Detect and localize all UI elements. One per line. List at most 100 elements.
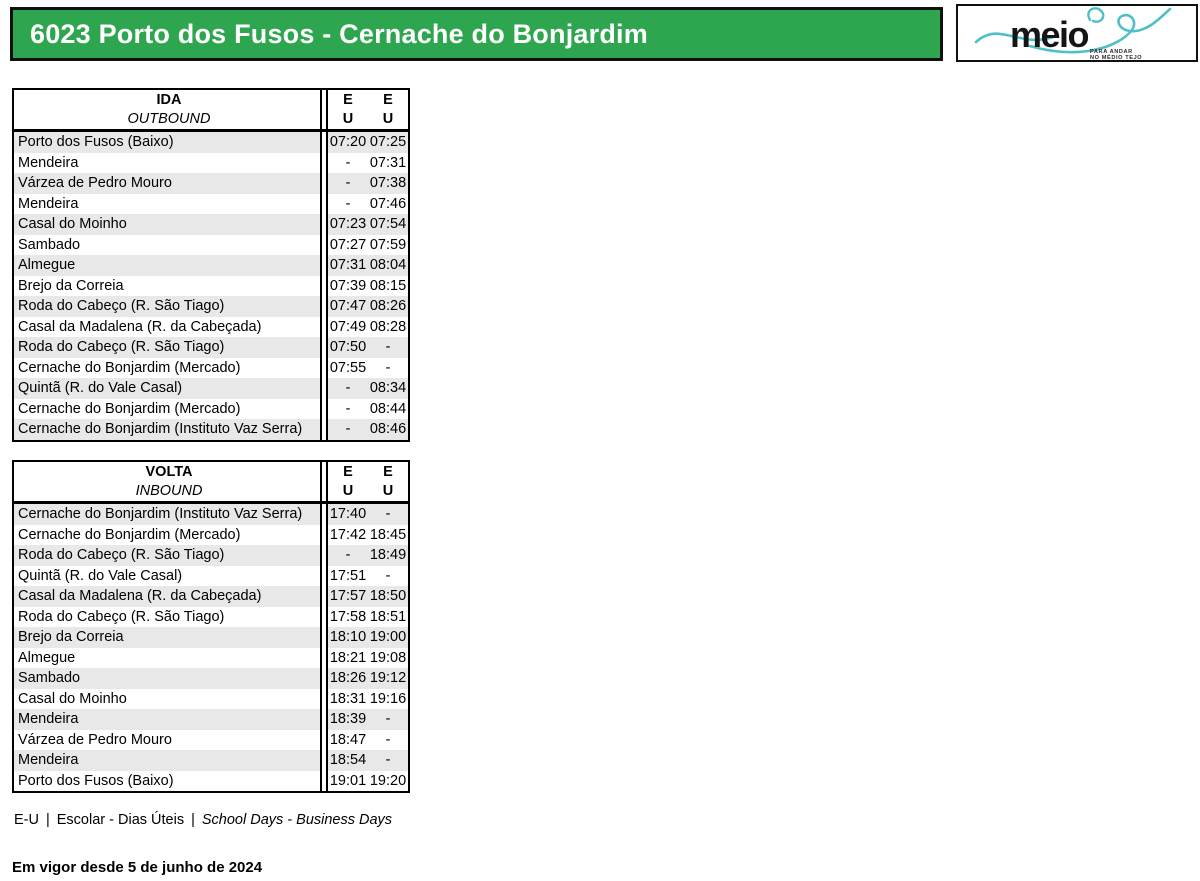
service-code: U xyxy=(342,110,354,127)
column-gap xyxy=(322,132,328,153)
time-cell: 07:25 xyxy=(368,132,408,153)
stop-name: Sambado xyxy=(14,234,322,255)
route-title-bar: 6023 Porto dos Fusos - Cernache do Bonja… xyxy=(10,7,943,61)
ida-table-header: IDA OUTBOUND xyxy=(14,90,322,132)
stop-name: Casal do Moinho xyxy=(14,214,322,235)
time-cell: 17:40 xyxy=(328,504,368,525)
route-title: 6023 Porto dos Fusos - Cernache do Bonja… xyxy=(30,18,648,49)
legend-separator: | xyxy=(45,812,50,828)
column-gap xyxy=(322,193,328,214)
service-code: E xyxy=(343,91,353,108)
time-cell: - xyxy=(368,750,408,771)
direction-label-pt: VOLTA xyxy=(145,463,193,480)
time-cell: 08:28 xyxy=(369,318,407,335)
time-cell: 08:15 xyxy=(369,277,407,294)
stop-name: Cernache do Bonjardim (Mercado) xyxy=(14,398,322,419)
time-cell: - xyxy=(328,378,368,399)
time-cell: 07:38 xyxy=(368,173,408,194)
time-cell: 08:46 xyxy=(368,419,408,440)
column-gap xyxy=(322,234,328,255)
column-gap xyxy=(322,770,328,791)
logo-tagline-line1: PARA ANDAR xyxy=(1090,49,1133,55)
stop-name: Roda do Cabeço (R. São Tiago) xyxy=(14,296,322,317)
legend: E-U | Escolar - Dias Úteis | School Days - B… xyxy=(14,812,392,828)
time-cell: 07:31 xyxy=(369,154,407,171)
time-cell: 18:54 xyxy=(328,750,368,771)
time-cell: 18:49 xyxy=(368,545,408,566)
time-cell: 18:31 xyxy=(329,690,367,707)
column-gap xyxy=(322,524,328,545)
time-cell: 07:47 xyxy=(328,296,368,317)
column-gap xyxy=(322,709,328,730)
stop-name: Porto dos Fusos (Baixo) xyxy=(14,132,322,153)
time-cell: 08:26 xyxy=(368,296,408,317)
column-gap xyxy=(322,545,328,566)
time-cell: 07:20 xyxy=(328,132,368,153)
volta-table: VOLTA INBOUND E U E U Cernache do Bonjar… xyxy=(12,460,410,793)
time-cell: 17:58 xyxy=(329,608,367,625)
time-cell: 18:39 xyxy=(328,709,368,730)
stop-name: Mendeira xyxy=(14,152,322,173)
stop-name: Casal da Madalena (R. da Cabeçada) xyxy=(14,586,322,607)
time-cell: 19:01 xyxy=(329,772,367,789)
stop-name: Roda do Cabeço (R. São Tiago) xyxy=(14,337,322,358)
service-code: E xyxy=(343,463,353,480)
column-gap xyxy=(322,337,328,358)
time-cell: 18:50 xyxy=(368,586,408,607)
time-cell: 07:55 xyxy=(329,359,367,376)
column-gap xyxy=(322,606,328,627)
service-code-column-1: E U xyxy=(328,90,368,132)
direction-label-pt: IDA xyxy=(156,91,182,108)
stop-name: Quintã (R. do Vale Casal) xyxy=(14,565,322,586)
stop-name: Brejo da Correia xyxy=(14,627,322,648)
time-cell: 08:34 xyxy=(368,378,408,399)
stop-name: Várzea de Pedro Mouro xyxy=(14,729,322,750)
service-code-column-2: E U xyxy=(368,462,408,504)
volta-table-header: VOLTA INBOUND xyxy=(14,462,322,504)
column-gap xyxy=(322,152,328,173)
time-cell: - xyxy=(368,504,408,525)
column-gap xyxy=(322,316,328,337)
service-code: U xyxy=(382,482,394,499)
column-gap xyxy=(322,668,328,689)
time-cell: 18:47 xyxy=(329,731,367,748)
stop-name: Mendeira xyxy=(14,750,322,771)
time-cell: 19:20 xyxy=(369,772,407,789)
column-gap xyxy=(322,90,328,132)
stop-name: Mendeira xyxy=(14,193,322,214)
column-gap xyxy=(322,750,328,771)
stop-name: Mendeira xyxy=(14,709,322,730)
legend-text-en: School Days - Business Days xyxy=(201,812,393,828)
time-cell: 08:44 xyxy=(369,400,407,417)
service-code-column-1: E U xyxy=(328,462,368,504)
time-cell: - xyxy=(345,195,351,212)
time-cell: - xyxy=(328,173,368,194)
time-cell: - xyxy=(385,731,391,748)
time-cell: 17:42 xyxy=(329,526,367,543)
time-cell: 18:45 xyxy=(369,526,407,543)
time-cell: 07:31 xyxy=(328,255,368,276)
time-cell: 07:27 xyxy=(329,236,367,253)
stop-name: Porto dos Fusos (Baixo) xyxy=(14,770,322,791)
legend-code: E-U xyxy=(14,812,39,828)
time-cell: - xyxy=(385,567,391,584)
legend-separator: | xyxy=(191,812,195,828)
time-cell: - xyxy=(385,359,391,376)
column-gap xyxy=(322,378,328,399)
time-cell: - xyxy=(328,419,368,440)
time-cell: - xyxy=(345,400,351,417)
stop-name: Casal do Moinho xyxy=(14,688,322,709)
meio-logo-icon: meio PARA ANDAR NO MÉDIO TEJO xyxy=(974,7,1172,60)
time-cell: - xyxy=(368,709,408,730)
time-cell: 19:12 xyxy=(368,668,408,689)
logo-tagline-line2: NO MÉDIO TEJO xyxy=(1090,53,1142,60)
column-gap xyxy=(322,255,328,276)
service-code: E xyxy=(383,463,393,480)
service-code-column-2: E U xyxy=(368,90,408,132)
time-cell: 19:08 xyxy=(369,649,407,666)
stop-name: Casal da Madalena (R. da Cabeçada) xyxy=(14,316,322,337)
stop-name: Almegue xyxy=(14,647,322,668)
time-cell: 18:21 xyxy=(329,649,367,666)
time-cell: 07:23 xyxy=(328,214,368,235)
